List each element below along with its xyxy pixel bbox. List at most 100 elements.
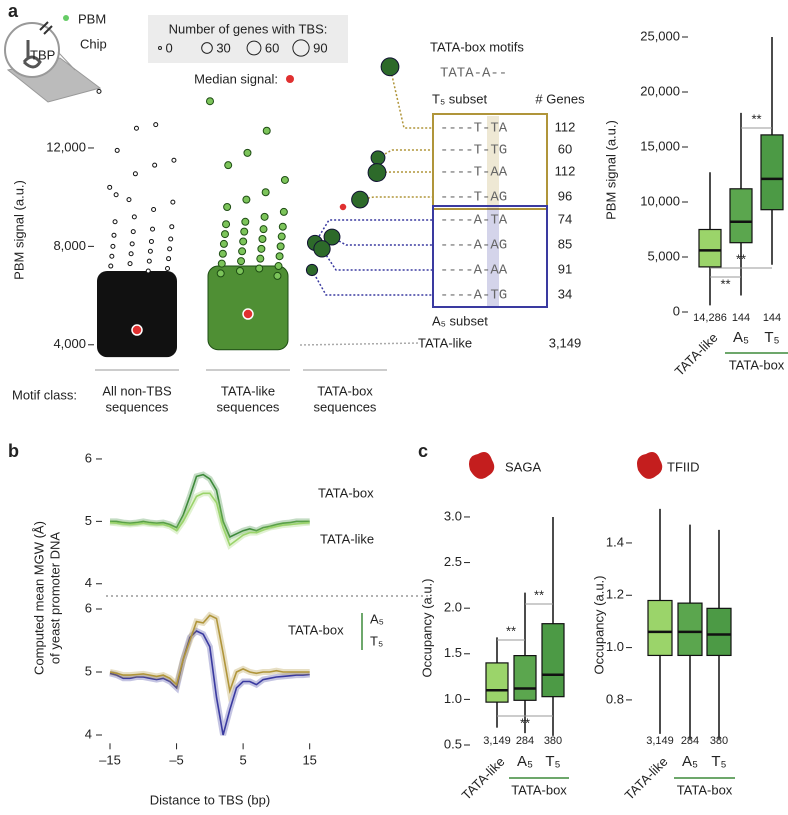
point bbox=[113, 192, 119, 198]
series-label: TATA-like bbox=[320, 531, 374, 546]
motif-label: ----T-TG bbox=[440, 143, 507, 159]
y-tick-label: 5 bbox=[85, 513, 92, 528]
illustration-label: TBP bbox=[30, 47, 55, 62]
panel-label: c bbox=[418, 441, 428, 461]
category-label: T₅ bbox=[764, 329, 779, 346]
line bbox=[110, 473, 310, 539]
count-label: 380 bbox=[544, 735, 562, 747]
y-axis-label: Occupancy (a.u.) bbox=[591, 576, 606, 675]
significance-label: ** bbox=[520, 715, 530, 730]
point bbox=[222, 220, 231, 229]
median-legend bbox=[286, 75, 294, 83]
box bbox=[677, 602, 703, 657]
group-label: TATA-box bbox=[511, 782, 567, 797]
point bbox=[133, 125, 139, 131]
point bbox=[108, 263, 114, 269]
point bbox=[150, 226, 156, 232]
connector bbox=[311, 269, 433, 296]
category-label: TATA-like bbox=[221, 383, 275, 398]
point bbox=[107, 184, 113, 190]
motif-point bbox=[323, 228, 341, 246]
y-tick-label: 4,000 bbox=[53, 336, 86, 351]
chart-title: SAGA bbox=[505, 459, 541, 474]
y-tick-label: 4 bbox=[85, 575, 92, 590]
motif-point bbox=[380, 57, 400, 77]
motif-point bbox=[351, 190, 369, 209]
count-label: 3,149 bbox=[483, 735, 511, 747]
point bbox=[165, 266, 171, 272]
point bbox=[167, 246, 173, 252]
point bbox=[109, 253, 115, 259]
point bbox=[147, 248, 153, 254]
point bbox=[239, 237, 248, 246]
point bbox=[96, 88, 102, 94]
point bbox=[223, 203, 232, 212]
significance-label: ** bbox=[736, 251, 746, 266]
subset-label: T₅ subset bbox=[432, 91, 487, 106]
count-label: 14,286 bbox=[693, 312, 727, 324]
point bbox=[171, 157, 177, 163]
median-label: Median signal: bbox=[194, 71, 278, 86]
box bbox=[513, 655, 537, 701]
line bbox=[109, 630, 310, 736]
y-tick-label: 15,000 bbox=[640, 138, 680, 153]
point bbox=[259, 225, 268, 234]
box bbox=[706, 607, 732, 657]
point bbox=[110, 243, 116, 249]
y-tick-label: 1.5 bbox=[444, 645, 462, 660]
chart-title: TFIID bbox=[667, 459, 700, 474]
subset-highlight bbox=[487, 116, 499, 209]
significance-label: ** bbox=[751, 111, 761, 126]
point bbox=[168, 236, 174, 242]
legend-size bbox=[158, 46, 162, 50]
point bbox=[112, 219, 118, 225]
subset-highlight bbox=[487, 208, 499, 307]
category-label: sequences bbox=[314, 399, 377, 414]
series-label: T₅ bbox=[370, 633, 383, 648]
point bbox=[262, 126, 271, 135]
y-tick-label: 1.0 bbox=[606, 639, 624, 654]
point bbox=[276, 242, 285, 251]
y-axis-label: PBM signal (a.u.) bbox=[11, 180, 26, 280]
point bbox=[243, 148, 252, 157]
y-tick-label: 8,000 bbox=[53, 238, 86, 253]
y-axis-label: Occupancy (a.u.) bbox=[419, 579, 434, 678]
point bbox=[217, 259, 226, 268]
connector bbox=[314, 219, 433, 244]
point bbox=[224, 161, 233, 170]
panel-label: b bbox=[8, 441, 19, 461]
legend-size bbox=[246, 40, 262, 56]
point bbox=[145, 268, 151, 274]
motif-label: ----T-AA bbox=[440, 165, 508, 181]
subset-box bbox=[432, 113, 548, 210]
group-label: TATA-box bbox=[288, 622, 344, 637]
y-tick-label: 5,000 bbox=[647, 248, 680, 263]
motif-label: ----A-TG bbox=[440, 288, 507, 304]
point bbox=[257, 244, 266, 253]
y-tick-label: 0.8 bbox=[606, 691, 624, 706]
y-tick-label: 25,000 bbox=[640, 28, 680, 43]
motif-title: TATA-box motifs bbox=[430, 39, 524, 54]
legend-label: 60 bbox=[265, 40, 279, 55]
motif-label: ----T-AG bbox=[440, 190, 507, 206]
connector bbox=[377, 149, 433, 159]
x-tick-label: –15 bbox=[99, 753, 121, 768]
motif-label: ----T-TA bbox=[440, 121, 508, 137]
count-label: 284 bbox=[516, 735, 534, 747]
point bbox=[206, 97, 214, 106]
point bbox=[256, 254, 265, 263]
point bbox=[280, 175, 289, 184]
point bbox=[111, 232, 117, 238]
point bbox=[169, 224, 175, 230]
legend-title: Number of genes with TBS: bbox=[169, 21, 328, 36]
y-tick-label: 6 bbox=[85, 600, 92, 615]
motif-label: ----A-TA bbox=[440, 213, 508, 229]
size-legend-box bbox=[148, 15, 348, 63]
pbm-illustration bbox=[4, 15, 102, 103]
complex-icon bbox=[469, 452, 495, 479]
y-tick-label: 0.5 bbox=[444, 736, 462, 751]
y-tick-label: 2.5 bbox=[444, 554, 462, 569]
median-point bbox=[242, 308, 254, 320]
y-tick-label: 12,000 bbox=[46, 139, 86, 154]
motif-point bbox=[313, 240, 331, 258]
